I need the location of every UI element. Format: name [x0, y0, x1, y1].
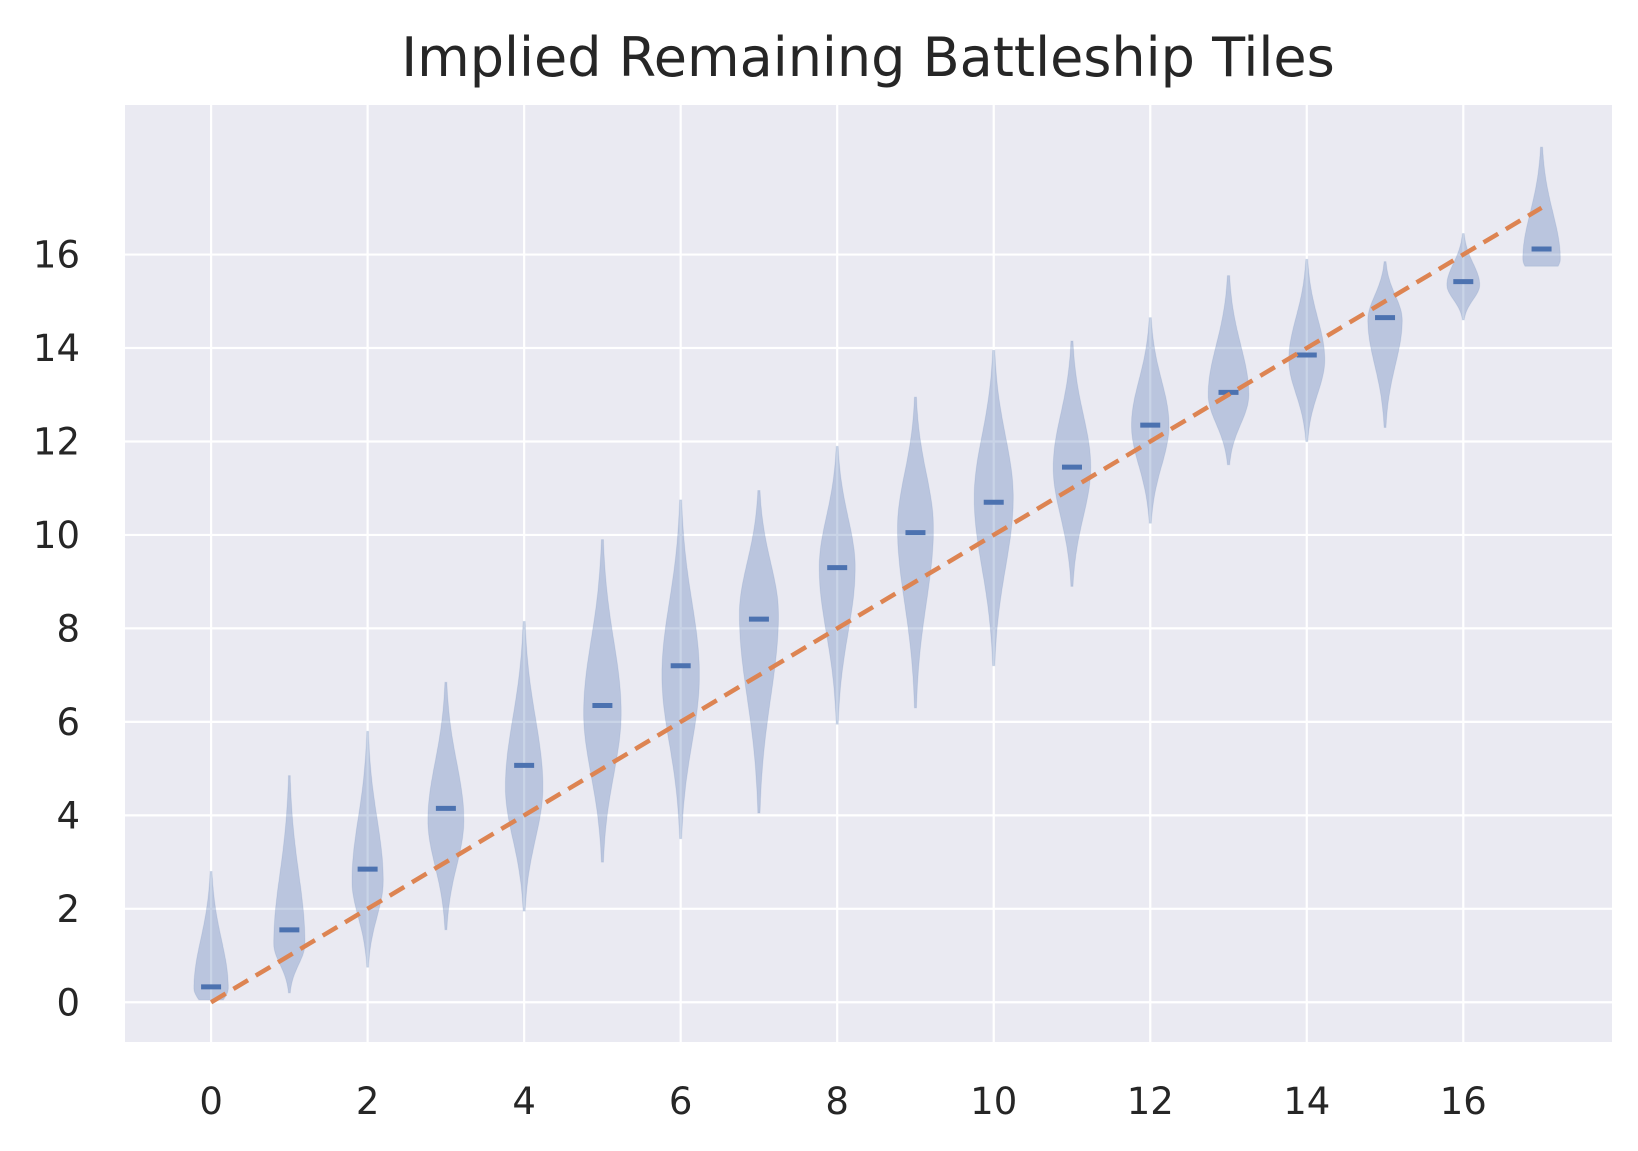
x-tick-label: 16 — [1440, 1080, 1487, 1123]
violin-0 — [193, 870, 229, 1001]
violin-15 — [1367, 261, 1403, 428]
violin-1 — [273, 775, 306, 994]
violin-9 — [897, 396, 934, 709]
violin-13 — [1207, 275, 1250, 466]
violin-12 — [1131, 317, 1170, 524]
chart-title: Implied Remaining Battleship Tiles — [401, 26, 1335, 89]
x-tick-labels: 0 2 4 6 8 10 12 14 16 — [199, 1080, 1487, 1123]
y-tick-label: 14 — [33, 327, 80, 370]
violin-10 — [973, 349, 1014, 667]
plot-background — [125, 105, 1612, 1042]
y-tick-labels: 0 2 4 6 8 10 12 14 16 — [33, 234, 80, 1025]
x-tick-label: 10 — [970, 1080, 1017, 1123]
y-tick-label: 6 — [56, 701, 80, 744]
x-tick-label: 14 — [1283, 1080, 1330, 1123]
violin-5 — [583, 539, 622, 863]
gridlines — [125, 105, 1612, 1042]
y-tick-label: 8 — [56, 607, 80, 650]
x-tick-label: 2 — [356, 1080, 380, 1123]
violin-2 — [351, 730, 384, 968]
x-tick-label: 0 — [199, 1080, 223, 1123]
violin-17 — [1522, 146, 1561, 267]
medians — [201, 246, 1552, 990]
y-tick-label: 2 — [56, 888, 80, 931]
x-tick-label: 12 — [1127, 1080, 1174, 1123]
violin-16 — [1446, 233, 1481, 321]
violin-7 — [738, 490, 779, 814]
y-tick-label: 10 — [33, 514, 80, 557]
x-tick-label: 6 — [669, 1080, 693, 1123]
y-tick-label: 12 — [33, 420, 80, 463]
x-tick-label: 4 — [512, 1080, 536, 1123]
violin-11 — [1052, 340, 1092, 587]
x-tick-label: 8 — [825, 1080, 849, 1123]
y-tick-label: 4 — [56, 794, 80, 837]
y-tick-label: 0 — [56, 981, 80, 1024]
y-tick-label: 16 — [33, 234, 80, 277]
